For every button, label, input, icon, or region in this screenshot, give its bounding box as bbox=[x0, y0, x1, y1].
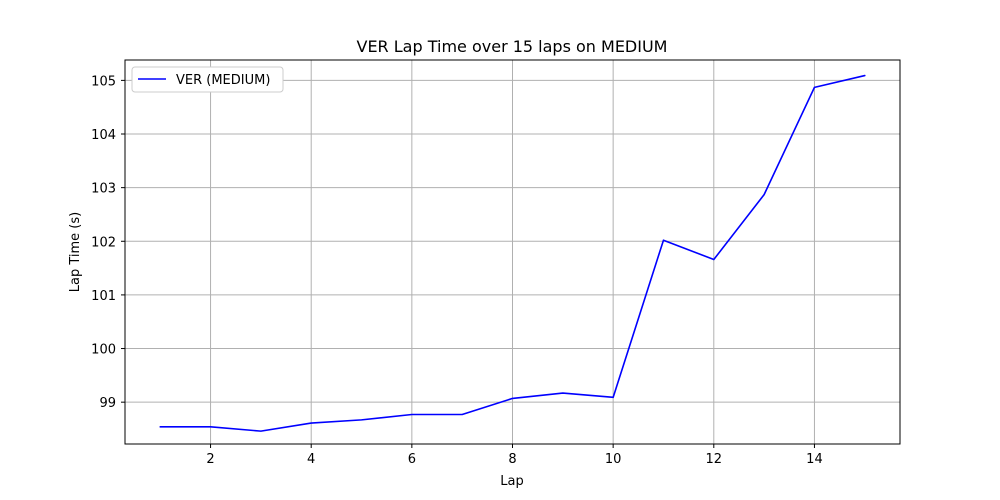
y-tick-label: 105 bbox=[91, 74, 116, 89]
legend-box bbox=[131, 66, 284, 93]
x-tick-label: 4 bbox=[307, 452, 315, 467]
y-axis-label: Lap Time (s) bbox=[68, 212, 83, 292]
series-line bbox=[159, 74, 866, 432]
y-tick-label: 100 bbox=[91, 343, 116, 358]
y-tick-label: 104 bbox=[91, 128, 116, 143]
y-tick-label: 103 bbox=[91, 182, 116, 197]
y-tick-label: 99 bbox=[99, 396, 116, 411]
x-tick-label: 8 bbox=[508, 452, 516, 467]
x-tick-label: 2 bbox=[206, 452, 214, 467]
chart-title: VER Lap Time over 15 laps on MEDIUM bbox=[357, 37, 668, 56]
x-axis-label: Lap bbox=[500, 474, 523, 489]
y-tick-label: 101 bbox=[91, 289, 116, 304]
x-tick-label: 6 bbox=[408, 452, 416, 467]
legend: VER (MEDIUM) bbox=[131, 66, 284, 93]
legend-label: VER (MEDIUM) bbox=[176, 73, 270, 88]
x-tick-label: 14 bbox=[806, 452, 823, 467]
x-tick-label: 10 bbox=[605, 452, 622, 467]
x-axis-ticks: 2 4 6 8 10 12 14 bbox=[206, 444, 823, 467]
series-layer bbox=[159, 74, 866, 432]
x-tick-label: 12 bbox=[706, 452, 723, 467]
y-tick-label: 102 bbox=[91, 235, 116, 250]
grid-lines bbox=[125, 60, 900, 444]
y-axis-ticks: 99 100 101 102 103 104 105 bbox=[91, 74, 125, 411]
